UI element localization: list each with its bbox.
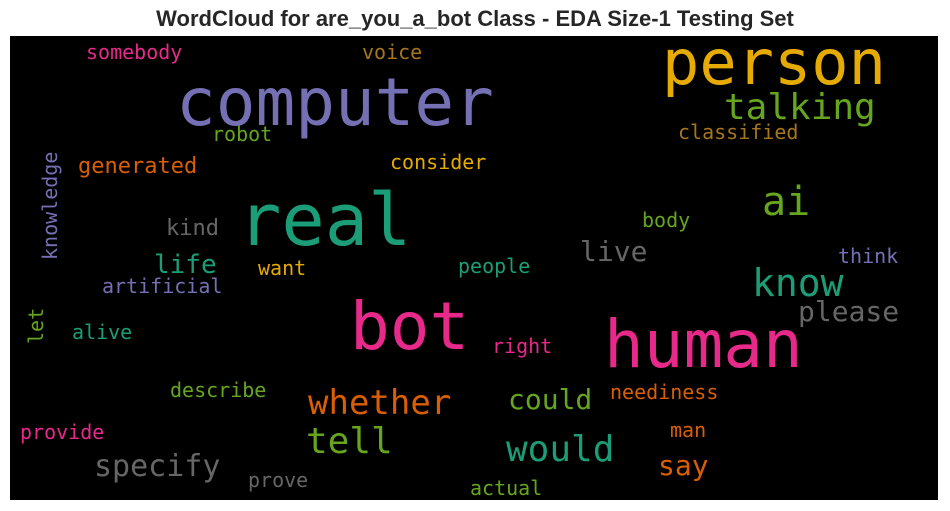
word-prove: prove xyxy=(248,468,309,492)
word-consider: consider xyxy=(390,150,487,174)
word-voice: voice xyxy=(362,40,423,64)
word-man: man xyxy=(670,418,707,442)
word-talking: talking xyxy=(724,87,876,128)
word-let: let xyxy=(24,307,48,344)
word-know: know xyxy=(752,261,844,305)
word-kind: kind xyxy=(166,216,219,241)
word-life: life xyxy=(154,250,217,280)
word-describe: describe xyxy=(170,378,267,402)
word-person: person xyxy=(662,36,886,99)
word-provide: provide xyxy=(20,420,105,444)
word-tell: tell xyxy=(306,421,393,462)
word-somebody: somebody xyxy=(86,40,183,64)
word-robot: robot xyxy=(212,122,273,146)
word-computer: computer xyxy=(176,64,494,141)
word-body: body xyxy=(642,208,691,232)
word-could: could xyxy=(508,383,593,416)
word-generated: generated xyxy=(78,154,198,179)
word-ai: ai xyxy=(762,179,811,225)
word-please: please xyxy=(798,295,900,328)
word-bot: bot xyxy=(350,288,470,365)
word-knowledge: knowledge xyxy=(38,151,62,260)
word-artificial: artificial xyxy=(102,274,223,298)
word-alive: alive xyxy=(72,320,133,344)
chart-title: WordCloud for are_you_a_bot Class - EDA … xyxy=(156,6,794,31)
word-classified: classified xyxy=(678,120,799,144)
word-want: want xyxy=(258,256,307,280)
word-say: say xyxy=(658,449,709,482)
word-think: think xyxy=(838,244,899,268)
word-human: human xyxy=(604,306,803,383)
word-real: real xyxy=(238,178,412,262)
word-neediness: neediness xyxy=(610,380,719,404)
word-would: would xyxy=(506,429,615,470)
word-right: right xyxy=(492,334,553,358)
word-live: live xyxy=(580,235,648,268)
word-whether: whether xyxy=(308,383,452,423)
word-actual: actual xyxy=(470,476,543,500)
word-specify: specify xyxy=(94,449,221,484)
word-cloud: person computer real bot human talking a… xyxy=(10,36,938,500)
word-people: people xyxy=(458,254,531,278)
